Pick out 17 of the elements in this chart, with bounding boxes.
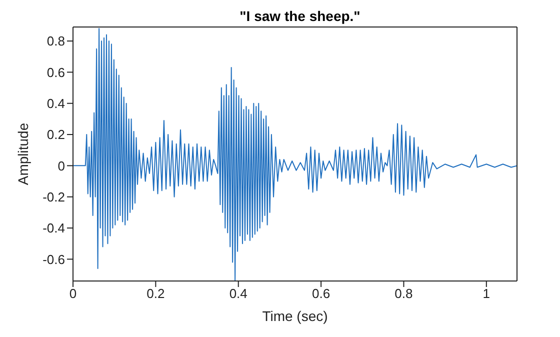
x-tick-label: 0.2 [146,286,165,302]
x-tick-label: 0.6 [312,286,330,302]
x-tick-label: 1 [482,286,490,302]
x-tick-label: 0.4 [229,286,248,302]
x-axis-title: Time (sec) [262,308,328,324]
y-tick-label: 0.4 [46,96,65,111]
y-tick-label: -0.2 [42,189,65,204]
x-tick-label: 0 [69,286,77,302]
x-tick-label: 0.8 [394,286,413,302]
chart-title: "I saw the sheep." [238,8,362,26]
y-tick-label: 0 [58,158,65,174]
y-tick-label: -0.4 [42,220,65,236]
y-tick-label: 0.8 [46,34,65,49]
y-tick-label: 0.2 [46,127,65,142]
y-tick-label: 0.6 [46,64,65,80]
y-tick-label: -0.6 [42,252,65,267]
y-axis-title: Amplitude [14,122,31,186]
